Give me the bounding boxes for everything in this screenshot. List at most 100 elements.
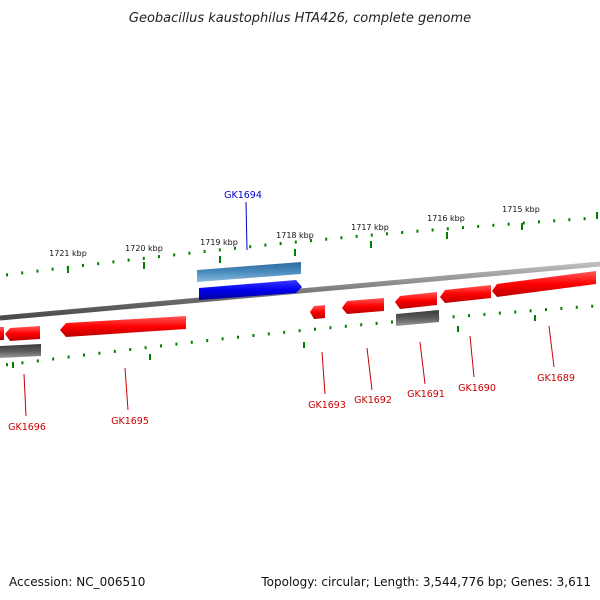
outer-scale: [6, 212, 598, 277]
tick-mark-1717: [370, 241, 372, 248]
label-GK1692[interactable]: GK1692: [354, 395, 392, 406]
label-GK1689[interactable]: GK1689: [537, 373, 575, 384]
scale-dot: [514, 310, 517, 314]
scale-dot: [190, 340, 193, 344]
gene-GK1695-arrow[interactable]: [60, 316, 186, 337]
label-GK1693[interactable]: GK1693: [308, 400, 346, 411]
grey-features: [0, 310, 439, 358]
forward-strand-genes: [0, 262, 596, 341]
scale-dot: [113, 349, 116, 353]
scale-dot: [401, 231, 404, 234]
scale-dot: [175, 342, 178, 346]
scale-dot: [452, 315, 455, 319]
genome-backbone: [0, 261, 600, 321]
tick-label-1718: 1718 kbp: [276, 231, 314, 240]
tick-label-1720: 1720 kbp: [125, 244, 163, 253]
tick-label-1721: 1721 kbp: [49, 249, 87, 258]
scale-dot: [158, 255, 160, 259]
tick-label-1719: 1719 kbp: [200, 238, 238, 247]
scale-dot: [36, 269, 39, 273]
label-GK1695[interactable]: GK1695: [111, 416, 149, 427]
tick-mark-1721: [67, 266, 69, 273]
scale-dot: [237, 335, 239, 339]
scale-dot: [498, 311, 501, 315]
scale-dot: [483, 312, 486, 316]
scale-dot: [129, 348, 132, 351]
scale-dot: [67, 355, 70, 359]
scale-dot: [98, 351, 101, 355]
gene-GK1694-rna[interactable]: [197, 262, 301, 282]
scale-dot: [144, 346, 147, 350]
gene-GK1696-arrow[interactable]: [5, 326, 40, 341]
tick-label-1715: 1715 kbp: [502, 205, 540, 214]
label-GK1690[interactable]: GK1690: [458, 383, 496, 394]
scale-dot: [52, 357, 55, 361]
scale-dot: [462, 226, 464, 230]
scale-dot: [446, 227, 449, 231]
scale-dot: [21, 271, 24, 275]
scale-dot: [370, 233, 373, 237]
scale-dot: [173, 253, 176, 257]
scale-dot: [468, 314, 470, 318]
label-GK1691[interactable]: GK1691: [407, 389, 445, 400]
scale-dot: [492, 223, 495, 227]
scale-dot: [283, 330, 286, 334]
scale-dot: [188, 251, 191, 255]
scale-dot: [249, 245, 252, 249]
scale-dot: [344, 324, 347, 328]
label-leaders: [23, 201, 555, 417]
scale-dot: [298, 329, 301, 333]
scale-dot: [234, 246, 236, 250]
gene-GK1694-arrow[interactable]: [199, 280, 302, 300]
scale-dot: [568, 218, 571, 222]
scale-dot: [160, 344, 162, 348]
scale-dot: [21, 361, 24, 365]
scale-dot: [538, 220, 540, 224]
scale-dot: [142, 256, 145, 260]
scale-dot: [252, 334, 255, 337]
scale-dot: [127, 258, 130, 262]
label-GK1694[interactable]: GK1694: [224, 190, 262, 201]
scale-dot: [360, 323, 363, 327]
scale-dot: [529, 309, 532, 313]
scale-dot: [112, 260, 115, 264]
scale-dot: [355, 234, 358, 238]
scale-dot: [522, 221, 525, 225]
scale-dot: [51, 267, 54, 271]
scale-dot: [329, 326, 332, 330]
gene-edge-arrow[interactable]: [0, 327, 4, 340]
map-title: Geobacillus kaustophilus HTA426, complet…: [129, 11, 471, 26]
scale-dot: [583, 217, 586, 221]
gene-GK1689-arrow[interactable]: [492, 271, 596, 297]
scale-dot: [294, 240, 297, 244]
tick-label-1716: 1716 kbp: [427, 214, 465, 223]
scale-dot: [82, 264, 84, 267]
gene-GK1690-arrow[interactable]: [440, 285, 491, 303]
scale-dot: [575, 305, 578, 309]
gene-GK1692-arrow[interactable]: [342, 298, 384, 314]
gene-GK1691-arrow[interactable]: [395, 292, 437, 309]
accession-text: Accession: NC_006510: [9, 575, 145, 589]
tick-mark-edge: [596, 212, 598, 219]
scale-dot: [553, 219, 556, 223]
scale-dot: [264, 243, 267, 247]
tick-mark-1718: [294, 249, 296, 256]
scale-dot: [591, 304, 594, 308]
label-GK1696[interactable]: GK1696: [8, 422, 46, 433]
feature-GK1691-grey[interactable]: [396, 310, 439, 326]
scale-dot: [391, 320, 393, 324]
scale-dot: [279, 242, 282, 246]
tick-mark-1719: [219, 256, 221, 263]
scale-dot: [97, 262, 100, 266]
gene-GK1693-arrow[interactable]: [310, 305, 325, 319]
feature-GK1696-grey[interactable]: [0, 344, 41, 358]
scale-dot: [218, 248, 221, 252]
tick-mark-1715: [521, 223, 523, 230]
scale-dot: [267, 332, 270, 336]
scale-dot: [507, 222, 510, 226]
scale-dot: [477, 224, 480, 228]
scale-dot: [340, 236, 343, 240]
scale-dot: [560, 307, 563, 310]
scale-dot: [416, 229, 419, 233]
